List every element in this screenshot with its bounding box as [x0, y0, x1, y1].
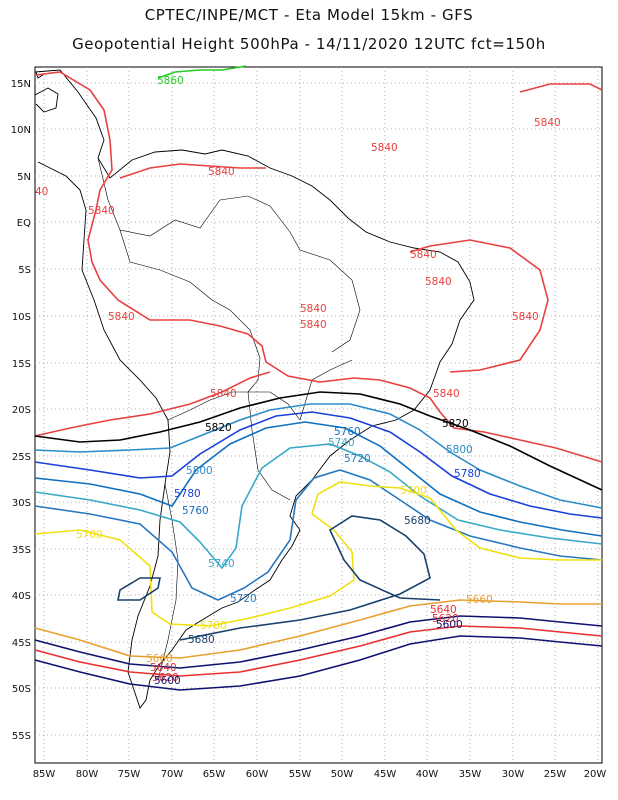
contour-label: 5800 [446, 444, 473, 456]
contour-label: 5840 [300, 319, 327, 331]
contour-label: 5640 [430, 604, 457, 616]
contour-label: 5740 [328, 437, 355, 449]
contour-label: 5840 [512, 311, 539, 323]
contour-5760 [34, 421, 603, 537]
longitude-labels: 85W 80W 75W 70W 65W 60W 55W 50W 45W 40W … [33, 769, 607, 780]
lat-label: 45S [12, 638, 31, 649]
contour-label: 5680 [188, 634, 215, 646]
contour-5840-south [34, 371, 271, 437]
lon-label: 60W [246, 769, 269, 780]
contour-label: 5840 [410, 249, 437, 261]
contour-label: 5620 [432, 613, 459, 625]
contour-label: 5760 [334, 426, 361, 438]
contour-label: 5620 [152, 672, 179, 684]
contour-label: 5800 [186, 465, 213, 477]
contour-label: 5660 [466, 594, 493, 606]
lat-label: EQ [17, 218, 31, 229]
contour-5840-north [119, 163, 266, 179]
lat-label: 15N [11, 79, 31, 90]
contour-5800 [34, 403, 603, 509]
map-title-line2: Geopotential Height 500hPa - 14/11/2020 … [72, 35, 546, 53]
contour-label: 5780 [454, 468, 481, 480]
contour-5720 [34, 469, 603, 601]
lon-label: 65W [203, 769, 226, 780]
lon-label: 75W [118, 769, 141, 780]
lat-label: 10N [11, 125, 31, 136]
lon-label: 55W [289, 769, 312, 780]
contour-label: 5780 [174, 488, 201, 500]
latitude-labels: 15N 10N 5N EQ 5S 10S 15S 20S 25S 30S 35S… [11, 79, 31, 742]
lon-label: 20W [584, 769, 607, 780]
lon-label: 30W [502, 769, 525, 780]
lon-label: 45W [374, 769, 397, 780]
country-borders [97, 157, 361, 681]
lat-label: 20S [12, 405, 31, 416]
contour-label: 5660 [146, 653, 173, 665]
contour-label: 5740 [208, 558, 235, 570]
contour-5600 [34, 635, 603, 691]
contour-label: 5720 [344, 453, 371, 465]
contour-labels: 5860 5840 5840 40 5840 5840 5840 5840 58… [35, 75, 561, 687]
lat-label: 25S [12, 452, 31, 463]
contour-5620 [34, 625, 603, 677]
contour-label: 5840 [108, 311, 135, 323]
lon-label: 85W [33, 769, 56, 780]
contour-label: 5700 [400, 485, 427, 497]
contour-label: 5640 [150, 662, 177, 674]
lon-label: 35W [459, 769, 482, 780]
contour-label: 5820 [442, 418, 469, 430]
lat-label: 50S [12, 684, 31, 695]
contour-label: 5600 [154, 675, 181, 687]
contour-label: 5680 [404, 515, 431, 527]
height-contours [34, 65, 603, 691]
contour-label: 5840 [210, 388, 237, 400]
lat-label: 5N [17, 172, 31, 183]
contour-label: 5820 [205, 422, 232, 434]
lat-label: 5S [18, 265, 31, 276]
contour-label: 5700 [200, 620, 227, 632]
contour-label: 5840 [88, 205, 115, 217]
contour-5700 [34, 481, 602, 627]
contour-5740 [34, 443, 603, 570]
contour-label: 5840 [371, 142, 398, 154]
contour-label: 5860 [157, 75, 184, 87]
contour-label: 40 [35, 186, 48, 198]
contour-label: 5700 [76, 529, 103, 541]
contour-5660 [34, 599, 602, 659]
contour-5840-main [35, 71, 603, 463]
contour-label: 5600 [436, 619, 463, 631]
lat-label: 55S [12, 731, 31, 742]
lon-label: 80W [76, 769, 99, 780]
contour-label: 5840 [425, 276, 452, 288]
lat-label: 35S [12, 545, 31, 556]
contour-label: 5840 [300, 303, 327, 315]
lon-label: 25W [544, 769, 567, 780]
contour-5680 [117, 515, 441, 641]
lat-label: 10S [12, 312, 31, 323]
lat-label: 40S [12, 591, 31, 602]
lon-label: 40W [416, 769, 439, 780]
central-america-coastline [34, 87, 59, 113]
lat-label: 30S [12, 498, 31, 509]
contour-label: 5720 [230, 593, 257, 605]
contour-label: 5760 [182, 505, 209, 517]
plot-frame [34, 66, 603, 764]
contour-5840-atlantic [519, 83, 603, 93]
contour-5780 [34, 411, 603, 519]
contour-label: 5840 [534, 117, 561, 129]
contour-5640-a [34, 615, 603, 669]
contour-5820 [34, 391, 603, 491]
lat-label: 15S [12, 359, 31, 370]
lon-label: 70W [161, 769, 184, 780]
contour-label: 5840 [433, 388, 460, 400]
contour-5840-brazil [409, 239, 549, 373]
lon-label: 50W [331, 769, 354, 780]
contour-5860 [157, 65, 247, 79]
map-title-line1: CPTEC/INPE/MCT - Eta Model 15km - GFS [144, 6, 474, 24]
contour-label: 5840 [208, 166, 235, 178]
